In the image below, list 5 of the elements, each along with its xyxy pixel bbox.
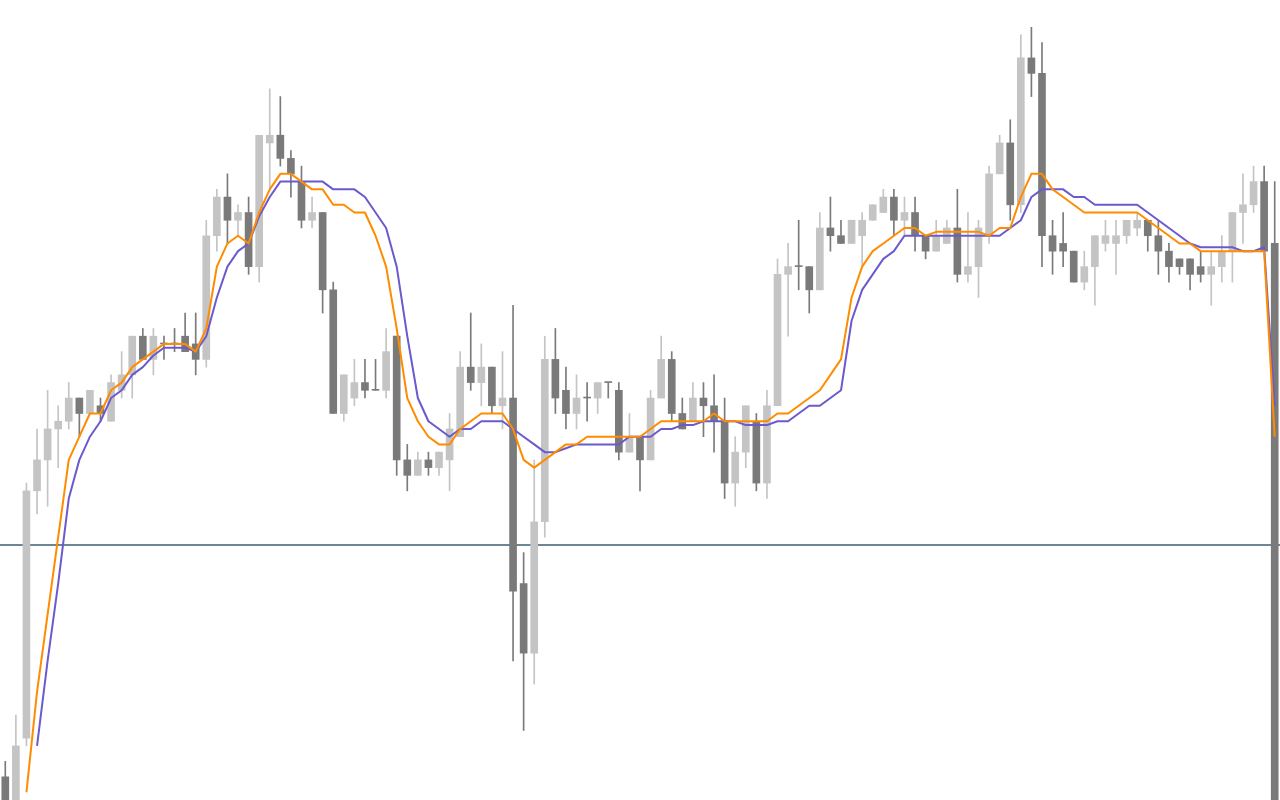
candlestick xyxy=(868,204,877,221)
candlestick xyxy=(1069,250,1078,283)
candlestick xyxy=(794,219,803,291)
candlestick xyxy=(86,389,94,414)
candlestick xyxy=(604,381,613,399)
